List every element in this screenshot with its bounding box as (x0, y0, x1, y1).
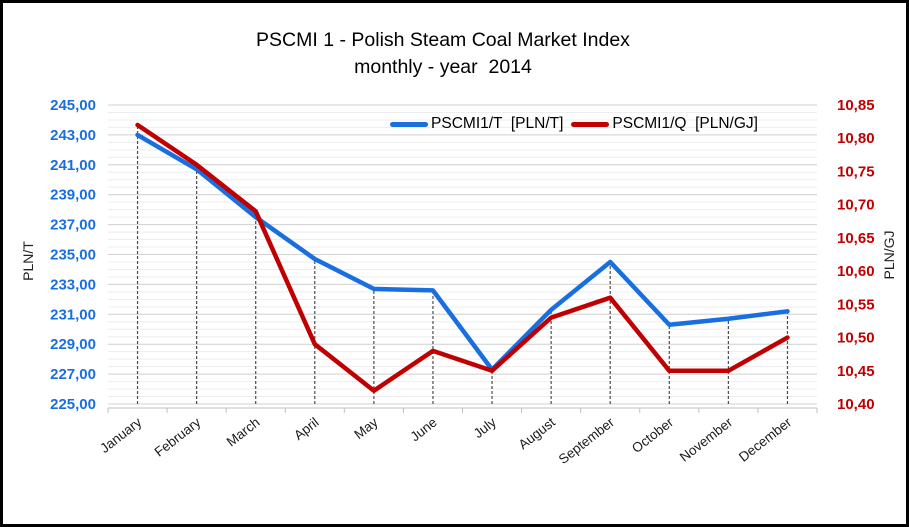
x-month-label: September (556, 414, 618, 467)
y-left-tick-label: 241,00 (50, 157, 96, 174)
plot-area: 245,00 243,00 241,00 239,00 237,00 235,00 233,… (50, 97, 875, 467)
y-right-tick-label: 10,85 (837, 97, 875, 114)
x-month-label: July (471, 414, 499, 441)
x-month-label: May (351, 414, 381, 442)
y-left-tick-label: 227,00 (50, 366, 96, 383)
y-right-tick-label: 10,60 (837, 263, 875, 280)
legend: PSCMI1/T [PLN/T] PSCMI1/Q [PLN/GJ] (390, 115, 758, 133)
legend-item-pscmi1-q: PSCMI1/Q [PLN/GJ] (571, 115, 758, 133)
y-axis-title-right: PLN/GJ (881, 230, 897, 280)
legend-line-swatch-blue (390, 121, 429, 127)
y-left-tick-label: 225,00 (50, 396, 96, 413)
y-right-tick-label: 10,80 (837, 130, 875, 147)
x-month-label: October (629, 414, 676, 456)
y-right-tick-label: 10,65 (837, 230, 875, 247)
y-axis-title-left: PLN/T (20, 241, 36, 281)
y-left-tick-label: 235,00 (50, 247, 96, 264)
y-left-tick-label: 233,00 (50, 276, 96, 293)
y-right-tick-label: 10,40 (837, 396, 875, 413)
y-left-tick-label: 239,00 (50, 187, 96, 204)
y-left-tick-label: 245,00 (50, 97, 96, 114)
series-line-pscmi1-t (135, 132, 790, 372)
y-right-tick-label: 10,50 (837, 330, 875, 347)
y-left-tick-label: 229,00 (50, 336, 96, 353)
x-month-label: June (407, 415, 439, 445)
x-month-label: December (736, 414, 795, 464)
x-month-label: March (224, 415, 263, 450)
x-month-label: April (291, 415, 322, 443)
legend-line-swatch-red (571, 121, 610, 127)
y-right-tick-label: 10,75 (837, 163, 875, 180)
y-right-tick-label: 10,55 (837, 296, 875, 313)
chart-subtitle: monthly - year 2014 (354, 56, 532, 78)
chart-title: PSCMI 1 - Polish Steam Coal Market Index (256, 29, 630, 51)
y-left-tick-label: 237,00 (50, 217, 96, 234)
x-month-label: August (516, 414, 559, 452)
series-line-pscmi1-q (135, 122, 790, 393)
y-left-tick-label: 231,00 (50, 306, 96, 323)
x-month-label: February (152, 414, 204, 459)
x-month-label: November (677, 414, 736, 464)
legend-label-pscmi1-t: PSCMI1/T [PLN/T] (431, 115, 564, 132)
y-left-tick-label: 243,00 (50, 127, 96, 144)
y-right-tick-label: 10,70 (837, 197, 875, 214)
y-right-tick-label: 10,45 (837, 363, 875, 380)
legend-item-pscmi1-t: PSCMI1/T [PLN/T] (390, 115, 563, 133)
chart-title-block: PSCMI 1 - Polish Steam Coal Market Index… (3, 27, 883, 81)
legend-label-pscmi1-q: PSCMI1/Q [PLN/GJ] (612, 115, 758, 132)
x-month-label: January (97, 414, 144, 456)
